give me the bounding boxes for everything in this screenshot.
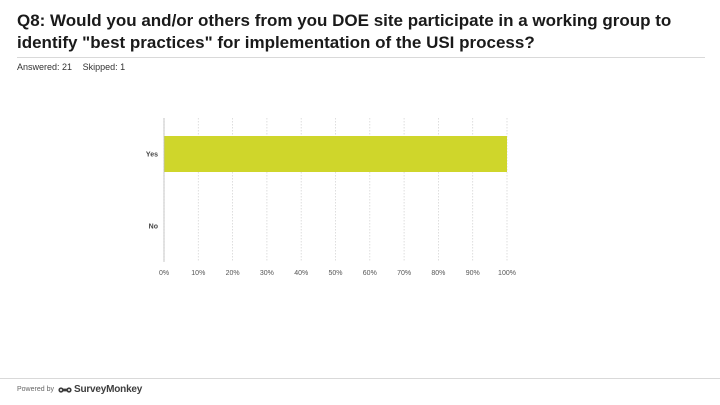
x-tick-label: 60% — [363, 270, 377, 277]
x-tick-label: 80% — [431, 270, 445, 277]
x-tick-label: 20% — [226, 270, 240, 277]
answered-count: Answered: 21 — [17, 62, 73, 72]
footer-divider — [0, 378, 720, 379]
x-tick-label: 10% — [191, 270, 205, 277]
x-tick-label: 50% — [328, 270, 342, 277]
question-title: Q8: Would you and/or others from you DOE… — [17, 11, 672, 52]
surveymonkey-logo-icon — [58, 386, 72, 393]
brand-name: SurveyMonkey — [73, 384, 143, 395]
category-label: No — [149, 224, 158, 231]
chart-tick-labels: 0% 10% 20% 30% 40% 50% 60% 70% 80% 90% 100% — [159, 270, 516, 277]
chart-category-labels: Yes No — [146, 152, 158, 231]
skipped-count: Skipped: 1 — [82, 62, 126, 72]
title-divider — [17, 57, 705, 58]
footer: Powered by SurveyMonkey — [17, 384, 142, 395]
powered-by-text: Powered by — [17, 386, 54, 393]
x-tick-label: 100% — [498, 270, 516, 277]
x-tick-label: 0% — [159, 270, 169, 277]
x-tick-label: 30% — [260, 270, 274, 277]
x-tick-label: 40% — [294, 270, 308, 277]
bar-yes — [164, 136, 507, 172]
chart-bars — [164, 136, 507, 172]
category-label: Yes — [146, 152, 158, 159]
x-tick-label: 90% — [466, 270, 480, 277]
response-stats: Answered: 21 Skipped: 1 — [17, 62, 133, 72]
x-tick-label: 70% — [397, 270, 411, 277]
